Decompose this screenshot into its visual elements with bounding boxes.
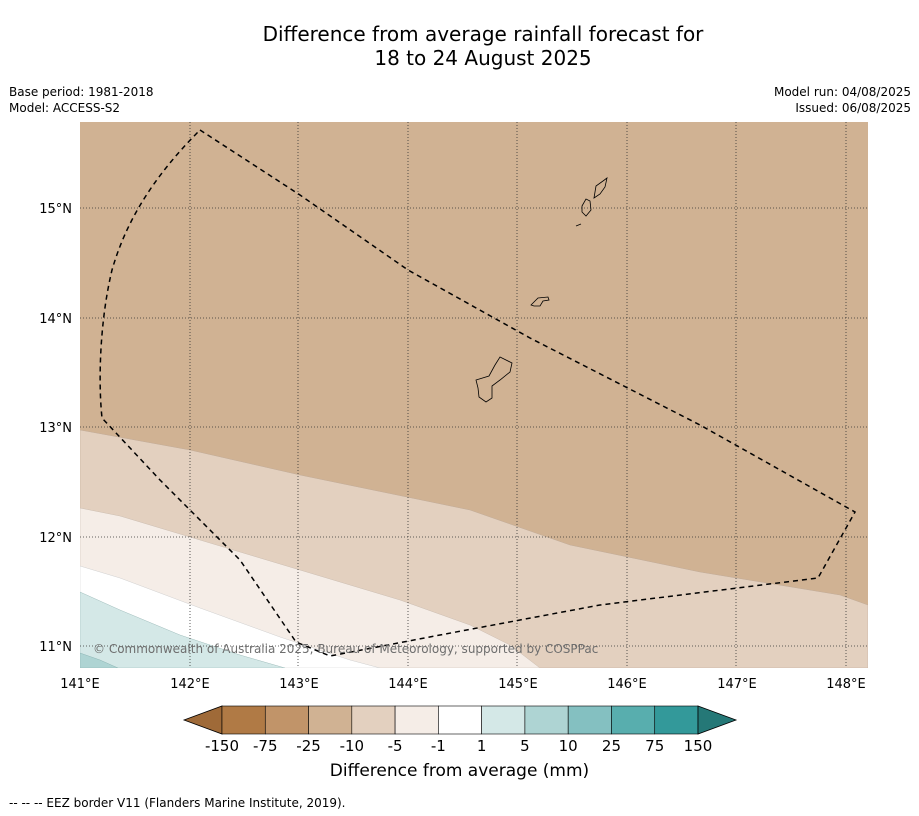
map-credit: © Commonwealth of Australia 2025, Bureau… — [93, 642, 598, 656]
guam-island — [475, 356, 513, 403]
x-tick-label: 146°E — [607, 677, 647, 692]
y-tick-label: 11°N — [39, 640, 72, 655]
colorbar-tick-label: -5 — [388, 737, 403, 755]
rainfall-map: © Commonwealth of Australia 2025, Bureau… — [39, 122, 868, 755]
map-area: © Commonwealth of Australia 2025, Bureau… — [80, 122, 868, 668]
gridlines — [80, 122, 868, 668]
model-name: Model: ACCESS-S2 — [9, 101, 121, 115]
zone-plus-5-to-plus-10 — [80, 652, 119, 668]
colorbar-segment — [438, 705, 482, 735]
meta-left: Base period: 1981-2018 Model: ACCESS-S2 — [9, 84, 154, 116]
x-tick-label: 143°E — [279, 677, 319, 692]
x-tick-label: 147°E — [717, 677, 757, 692]
colorbar-tick-label: 75 — [645, 737, 664, 755]
aguijan-islet — [575, 223, 582, 227]
map-title: Difference from average rainfall forecas… — [0, 22, 919, 70]
colorbar-segment — [221, 705, 266, 735]
x-tick-label: 145°E — [498, 677, 538, 692]
colorbar-tick-label: -150 — [205, 737, 239, 755]
x-tick-label: 148°E — [826, 677, 866, 692]
colorbar-tick-label: -10 — [340, 737, 365, 755]
zone-plus-1-to-plus-5 — [80, 591, 286, 668]
colorbar-tick-label: -75 — [253, 737, 278, 755]
colorbar-extend-low — [182, 705, 223, 735]
model-run: Model run: 04/08/2025 — [773, 85, 911, 99]
colorbar-segment — [611, 705, 656, 735]
x-tick-label: 144°E — [388, 677, 428, 692]
eez-border — [99, 129, 857, 657]
colorbar: -150 -75 -25 -10 -5 -1 1 5 10 25 75 150 — [182, 705, 738, 755]
issued-date: Issued: 06/08/2025 — [795, 101, 911, 115]
colorbar-segment — [264, 705, 309, 735]
islands — [475, 177, 608, 403]
base-period: Base period: 1981-2018 — [9, 85, 154, 99]
y-tick-label: 13°N — [39, 421, 72, 436]
colorbar-label: Difference from average (mm) — [329, 761, 590, 781]
y-tick-label: 12°N — [39, 531, 72, 546]
colorbar-segment — [524, 705, 569, 735]
colorbar-segment — [351, 705, 396, 735]
colorbar-segment — [308, 705, 353, 735]
colorbar-tick-label: -1 — [431, 737, 446, 755]
rota-island — [530, 296, 550, 307]
x-axis-labels: 141°E 142°E 143°E 144°E 145°E 146°E 147°… — [60, 677, 866, 692]
saipan-island — [593, 177, 608, 199]
colorbar-segment — [567, 705, 612, 735]
colorbar-segment — [654, 705, 699, 735]
tinian-island — [581, 198, 592, 217]
colorbar-extend-high — [697, 705, 738, 735]
y-tick-label: 14°N — [39, 312, 72, 327]
eez-legend-note: -- -- -- EEZ border V11 (Flanders Marine… — [9, 796, 346, 810]
title-line-1: Difference from average rainfall forecas… — [262, 22, 704, 46]
colorbar-tick-label: 1 — [477, 737, 487, 755]
colorbar-segment — [481, 705, 526, 735]
colorbar-tick-label: 10 — [559, 737, 578, 755]
y-tick-label: 15°N — [39, 202, 72, 217]
colorbar-tick-label: 150 — [684, 737, 713, 755]
colorbar-tick-label: 5 — [520, 737, 530, 755]
title-line-2: 18 to 24 August 2025 — [374, 46, 592, 70]
x-tick-label: 142°E — [170, 677, 210, 692]
colorbar-segment — [394, 705, 439, 735]
colorbar-tick-label: -25 — [296, 737, 321, 755]
colorbar-tick-label: 25 — [602, 737, 621, 755]
y-axis-labels: 11°N 12°N 13°N 14°N 15°N — [39, 202, 72, 655]
x-tick-label: 141°E — [60, 677, 100, 692]
meta-right: Model run: 04/08/2025 Issued: 06/08/2025 — [774, 84, 911, 116]
